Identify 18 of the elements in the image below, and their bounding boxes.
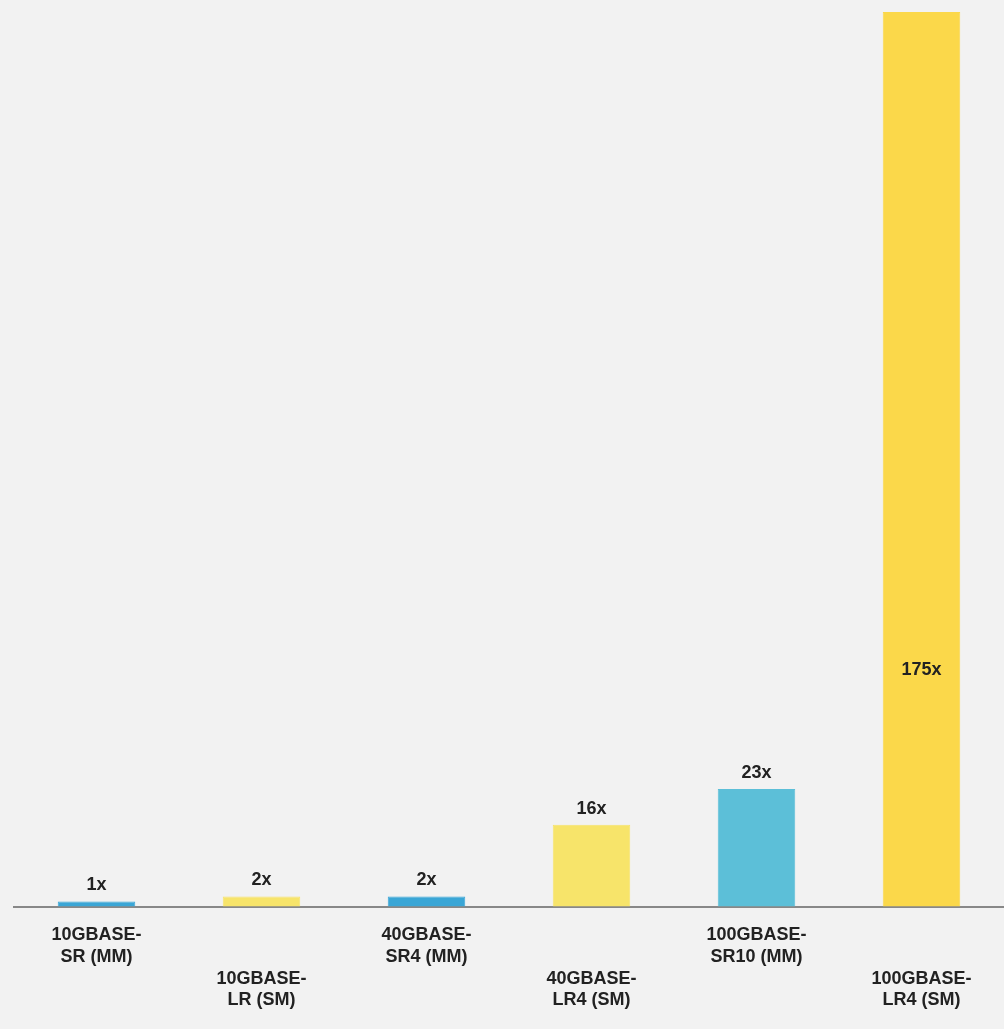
- bar: [882, 12, 961, 907]
- data-label: 16x: [576, 797, 607, 818]
- bar: [57, 901, 136, 907]
- data-label: 2x: [416, 869, 437, 890]
- x-tick-label: 40GBASE-LR4 (SM): [546, 967, 637, 1010]
- bar: [552, 824, 631, 907]
- bar: [222, 896, 301, 907]
- x-tick-label: 10GBASE-LR (SM): [216, 967, 307, 1010]
- data-label: 2x: [251, 869, 272, 890]
- data-label: 23x: [741, 761, 772, 782]
- x-tick-label: 100GBASE-LR4 (SM): [871, 967, 972, 1010]
- bar: [717, 789, 796, 907]
- x-tick-label: 100GBASE-SR10 (MM): [706, 924, 807, 966]
- data-label: 1x: [86, 874, 107, 895]
- x-tick-label: 40GBASE-SR4 (MM): [381, 924, 472, 966]
- data-label: 175x: [901, 658, 942, 679]
- x-tick-label: 10GBASE-SR (MM): [51, 924, 142, 966]
- bar: [387, 896, 466, 907]
